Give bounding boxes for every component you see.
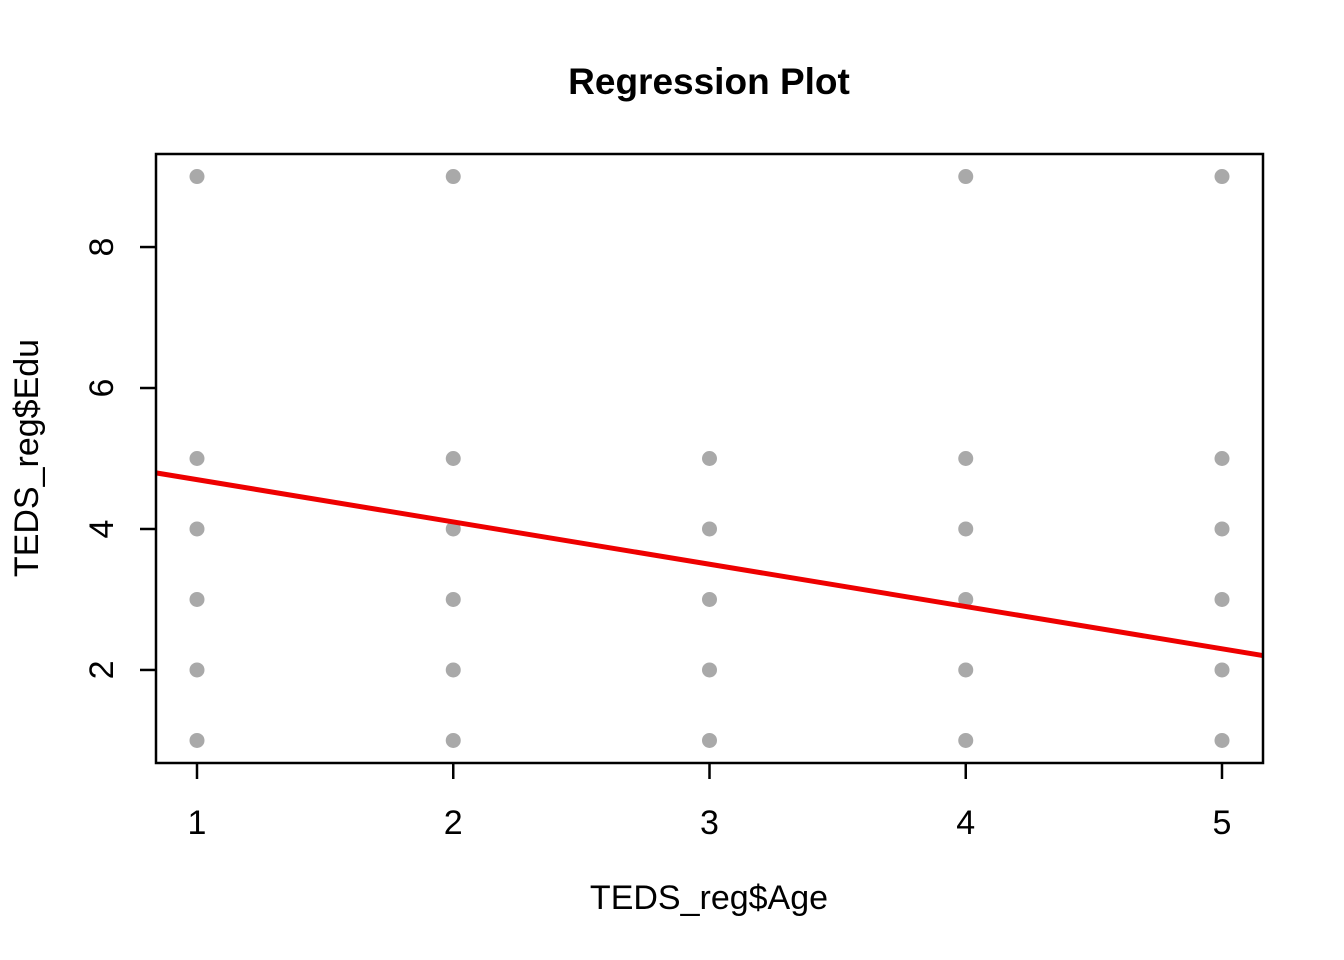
data-point xyxy=(1214,662,1230,678)
data-point xyxy=(189,662,205,678)
data-point xyxy=(958,591,974,607)
data-point xyxy=(445,591,461,607)
y-axis-tick-label: 8 xyxy=(83,238,121,257)
regression-line xyxy=(155,470,1264,659)
data-point xyxy=(445,662,461,678)
x-axis-label: TEDS_reg$Age xyxy=(590,879,828,917)
data-point xyxy=(1214,732,1230,748)
x-axis-tick-label: 3 xyxy=(700,804,719,842)
x-axis-tick-label: 5 xyxy=(1213,804,1232,842)
axes-layer: 1 2 3 4 5 2 4 6 8 xyxy=(83,238,1231,842)
data-point xyxy=(189,451,205,466)
data-point xyxy=(702,591,717,607)
data-point xyxy=(1214,169,1230,185)
chart-title: Regression Plot xyxy=(568,61,850,102)
y-axis-tick-label: 4 xyxy=(83,520,121,539)
data-point xyxy=(1214,521,1230,537)
x-axis-tick-label: 1 xyxy=(188,804,207,842)
data-point xyxy=(958,169,974,185)
data-point xyxy=(958,451,974,466)
data-point xyxy=(702,521,717,537)
y-axis-tick-label: 6 xyxy=(83,379,121,398)
data-point xyxy=(445,451,461,466)
data-point xyxy=(702,732,717,748)
data-point xyxy=(1214,591,1230,607)
data-point xyxy=(445,732,461,748)
data-point xyxy=(445,169,461,185)
data-point xyxy=(958,662,974,678)
x-axis-tick-label: 4 xyxy=(956,804,975,842)
data-point xyxy=(189,521,205,537)
data-point xyxy=(702,451,717,466)
data-point xyxy=(1214,451,1230,466)
data-point xyxy=(189,169,205,185)
scatter-points-layer xyxy=(189,169,1230,748)
data-point xyxy=(702,662,717,678)
data-point xyxy=(958,521,974,537)
y-axis-tick-label: 2 xyxy=(83,660,121,679)
y-axis-label: TEDS_reg$Edu xyxy=(8,339,46,577)
data-point xyxy=(445,521,461,537)
data-point xyxy=(958,732,974,748)
x-axis-tick-label: 2 xyxy=(444,804,463,842)
regression-line-layer xyxy=(155,470,1264,659)
plot-box-frame xyxy=(154,152,1265,765)
data-point xyxy=(189,732,205,748)
data-point xyxy=(189,591,205,607)
